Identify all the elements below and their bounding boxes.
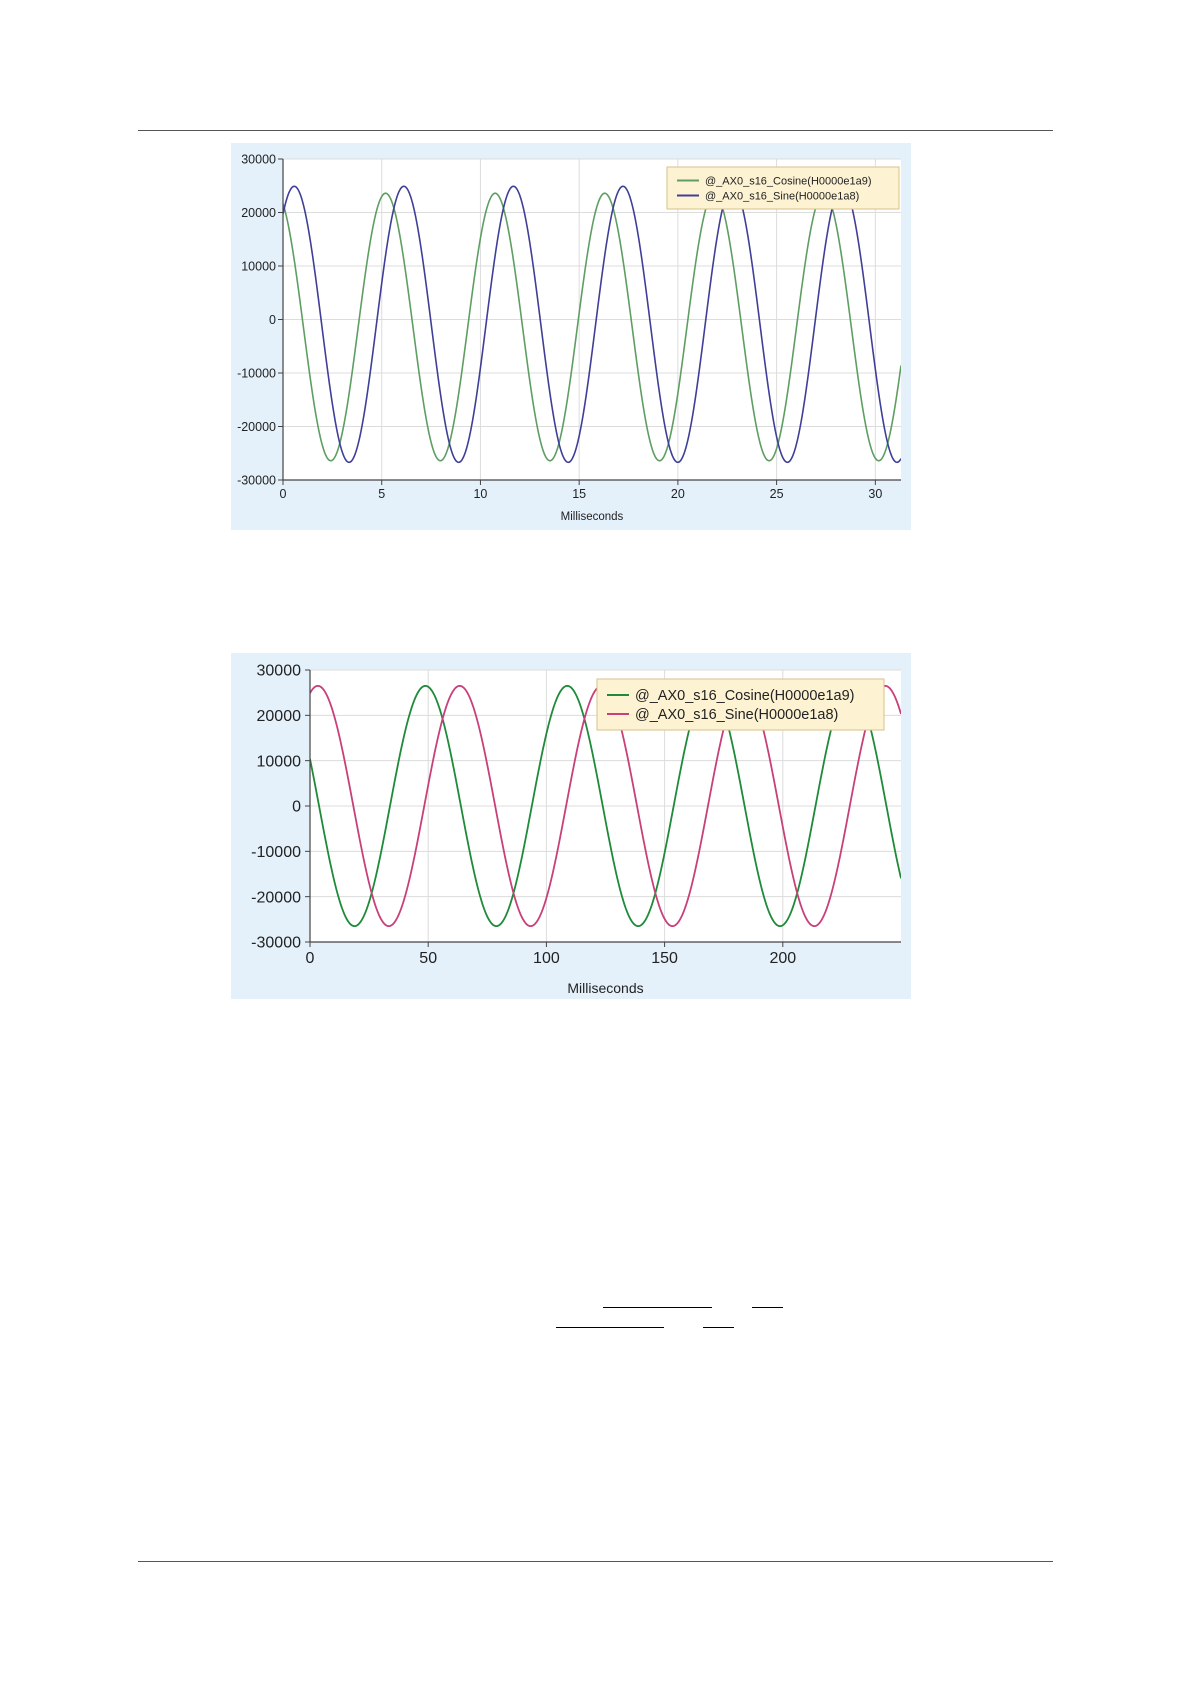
x-tick-label: 25 bbox=[770, 487, 784, 501]
equation-fraction-bar bbox=[556, 1327, 664, 1328]
y-tick-label: 10000 bbox=[241, 259, 276, 273]
legend-label: @_AX0_s16_Cosine(H0000e1a9) bbox=[635, 688, 854, 704]
series-line-cosine bbox=[310, 684, 901, 928]
x-tick-label: 5 bbox=[378, 487, 385, 501]
header-rule bbox=[138, 130, 1053, 131]
legend-label: @_AX0_s16_Sine(H0000e1a8) bbox=[635, 707, 838, 723]
x-axis-title: Milliseconds bbox=[561, 511, 624, 523]
x-tick-label: 0 bbox=[306, 950, 315, 967]
chart-panel-2: 30000 20000 10000 0 -10000 -20000 -30000 0 50 100… bbox=[231, 653, 911, 999]
y-tick-label: 10000 bbox=[257, 753, 302, 770]
chart-panel-1: 30000 20000 10000 0 -10000 -20000 -30000 0 5 10 15… bbox=[231, 143, 911, 530]
x-tick-label: 30 bbox=[868, 487, 882, 501]
footer-rule bbox=[138, 1561, 1053, 1562]
chart-1-svg: 30000 20000 10000 0 -10000 -20000 -30000 0 5 10 15… bbox=[237, 152, 901, 523]
y-tick-label: 30000 bbox=[257, 663, 302, 680]
x-tick-label: 15 bbox=[572, 487, 586, 501]
series-line-cosine bbox=[283, 192, 901, 462]
equation-fraction-bar bbox=[603, 1307, 712, 1308]
y-tick-label: -10000 bbox=[251, 844, 301, 861]
y-tick-label: 20000 bbox=[257, 708, 302, 725]
legend-box bbox=[596, 678, 885, 731]
legend-label: @_AX0_s16_Sine(H0000e1a8) bbox=[705, 190, 859, 202]
y-tick-label: -30000 bbox=[251, 935, 301, 952]
y-tick-label: 0 bbox=[292, 799, 301, 816]
y-tick-label: 30000 bbox=[241, 152, 276, 166]
equation-fraction-bar bbox=[752, 1307, 783, 1308]
x-tick-label: 200 bbox=[769, 950, 796, 967]
y-tick-label: -10000 bbox=[237, 366, 276, 380]
x-axis-title: Milliseconds bbox=[567, 980, 643, 996]
y-tick-label: -20000 bbox=[237, 420, 276, 434]
y-tick-label: -20000 bbox=[251, 889, 301, 906]
legend-label: @_AX0_s16_Cosine(H0000e1a9) bbox=[705, 175, 872, 187]
x-tick-label: 10 bbox=[473, 487, 487, 501]
y-tick-label: 0 bbox=[269, 313, 276, 327]
x-tick-label: 20 bbox=[671, 487, 685, 501]
chart-2-svg: 30000 20000 10000 0 -10000 -20000 -30000 0 50 100… bbox=[251, 663, 901, 996]
x-tick-label: 0 bbox=[280, 487, 287, 501]
y-tick-label: 20000 bbox=[241, 206, 276, 220]
x-tick-label: 150 bbox=[651, 950, 678, 967]
equation-fraction-bar bbox=[703, 1327, 734, 1328]
legend-box bbox=[666, 166, 900, 210]
x-tick-label: 100 bbox=[533, 950, 560, 967]
x-tick-label: 50 bbox=[419, 950, 437, 967]
series-line-sine bbox=[283, 185, 901, 464]
y-tick-label: -30000 bbox=[237, 473, 276, 487]
